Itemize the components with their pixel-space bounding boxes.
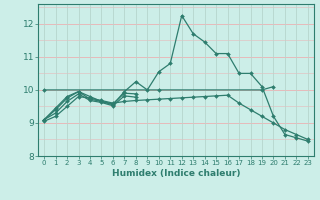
X-axis label: Humidex (Indice chaleur): Humidex (Indice chaleur) — [112, 169, 240, 178]
